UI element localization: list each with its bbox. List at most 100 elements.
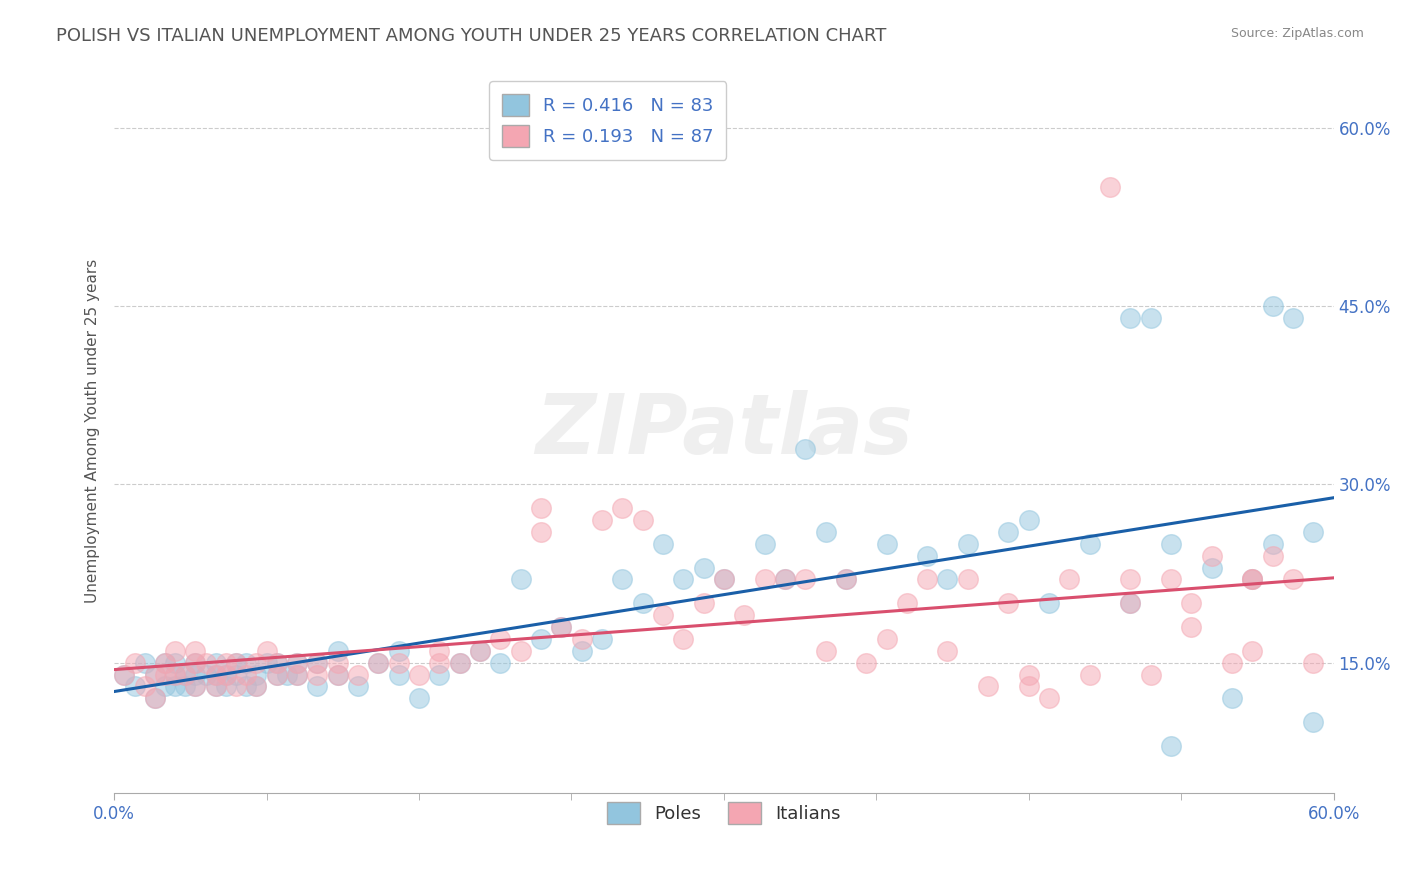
Point [143,667,166,681]
Point [468,644,491,658]
Point [1302,714,1324,729]
Point [245,680,267,694]
Point [204,667,226,681]
Point [124,680,146,694]
Point [215,667,238,681]
Point [1119,311,1142,326]
Point [184,667,207,681]
Point [591,513,613,527]
Point [571,632,593,646]
Point [1139,667,1161,681]
Point [235,680,257,694]
Point [153,680,176,694]
Point [326,667,349,681]
Point [754,573,776,587]
Point [256,644,278,658]
Point [997,596,1019,610]
Point [408,691,430,706]
Point [307,680,329,694]
Point [509,573,531,587]
Point [408,667,430,681]
Point [1201,549,1223,563]
Point [489,656,512,670]
Point [754,537,776,551]
Point [468,644,491,658]
Point [449,656,471,670]
Point [956,537,979,551]
Point [429,656,451,670]
Legend: Poles, Italians: Poles, Italians [596,791,852,835]
Point [165,644,187,658]
Point [449,656,471,670]
Point [1180,620,1202,634]
Point [245,680,267,694]
Point [530,501,553,516]
Point [153,656,176,670]
Point [143,691,166,706]
Point [266,667,288,681]
Point [112,667,135,681]
Point [794,442,817,456]
Point [835,573,858,587]
Point [1099,180,1122,194]
Point [1119,596,1142,610]
Point [1302,524,1324,539]
Point [429,644,451,658]
Point [174,680,197,694]
Point [307,667,329,681]
Point [1018,680,1040,694]
Point [550,620,572,634]
Point [143,667,166,681]
Point [276,667,298,681]
Text: POLISH VS ITALIAN UNEMPLOYMENT AMONG YOUTH UNDER 25 YEARS CORRELATION CHART: POLISH VS ITALIAN UNEMPLOYMENT AMONG YOU… [56,27,887,45]
Y-axis label: Unemployment Among Youth under 25 years: Unemployment Among Youth under 25 years [86,259,100,603]
Point [835,573,858,587]
Point [184,656,207,670]
Point [235,656,257,670]
Point [266,667,288,681]
Point [977,680,1000,694]
Point [235,667,257,681]
Point [165,656,187,670]
Point [184,644,207,658]
Point [1261,537,1284,551]
Point [591,632,613,646]
Point [631,596,654,610]
Point [550,620,572,634]
Point [266,656,288,670]
Point [215,667,238,681]
Point [773,573,796,587]
Point [814,524,837,539]
Point [1139,311,1161,326]
Point [489,632,512,646]
Point [347,680,370,694]
Point [215,680,238,694]
Point [571,644,593,658]
Point [184,680,207,694]
Point [692,560,714,574]
Point [1201,560,1223,574]
Point [184,656,207,670]
Point [1018,667,1040,681]
Point [266,656,288,670]
Point [204,680,226,694]
Point [184,680,207,694]
Point [1241,573,1264,587]
Point [956,573,979,587]
Point [713,573,735,587]
Point [225,667,247,681]
Point [204,667,226,681]
Point [530,632,553,646]
Point [367,656,389,670]
Point [134,656,156,670]
Point [915,549,938,563]
Point [326,644,349,658]
Point [174,667,197,681]
Point [855,656,877,670]
Point [256,656,278,670]
Point [1220,656,1243,670]
Point [1180,596,1202,610]
Point [112,667,135,681]
Point [1059,573,1081,587]
Point [429,667,451,681]
